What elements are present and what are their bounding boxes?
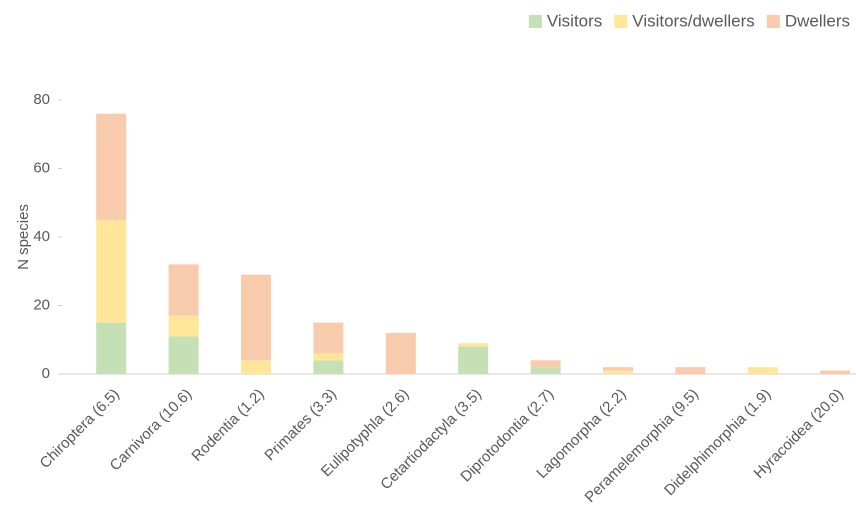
legend-swatch	[528, 15, 542, 28]
bar-segment	[675, 367, 706, 374]
y-tick-label: 0	[42, 365, 50, 382]
bar-segment	[313, 322, 344, 354]
bar-segment	[241, 274, 271, 361]
bar-segment	[530, 360, 561, 368]
bar-segment	[603, 370, 633, 374]
bar-segment	[747, 367, 778, 374]
y-tick-label: 80	[33, 91, 50, 108]
bar-segment	[168, 315, 199, 337]
bar-segment	[820, 370, 851, 374]
bar-segment	[241, 360, 271, 374]
bar-segment	[313, 353, 344, 361]
bar-segment	[313, 360, 344, 374]
legend-label: Visitors/dwellers	[632, 11, 755, 30]
bar-segment	[530, 367, 561, 374]
legend-swatch	[766, 15, 780, 28]
bar-segment	[96, 113, 127, 220]
y-tick-label: 40	[33, 228, 50, 245]
bar-segment	[96, 322, 127, 374]
legend-label: Dwellers	[785, 11, 850, 30]
y-axis-label: N species	[15, 204, 32, 270]
y-tick-label: 20	[33, 296, 50, 313]
y-tick-label: 60	[33, 159, 50, 176]
x-tick-label: Primates (3.3)	[261, 386, 340, 465]
bar-segment	[168, 336, 199, 374]
bar-segment	[168, 264, 199, 316]
legend-swatch	[614, 15, 628, 28]
x-tick-label: Rodentia (1.2)	[188, 386, 267, 465]
bar-segment	[96, 219, 127, 323]
bar-segment	[385, 332, 416, 374]
bar-segment	[458, 346, 489, 374]
legend-label: Visitors	[547, 11, 602, 30]
bar-segment	[458, 343, 489, 347]
bar-segment	[603, 367, 633, 371]
